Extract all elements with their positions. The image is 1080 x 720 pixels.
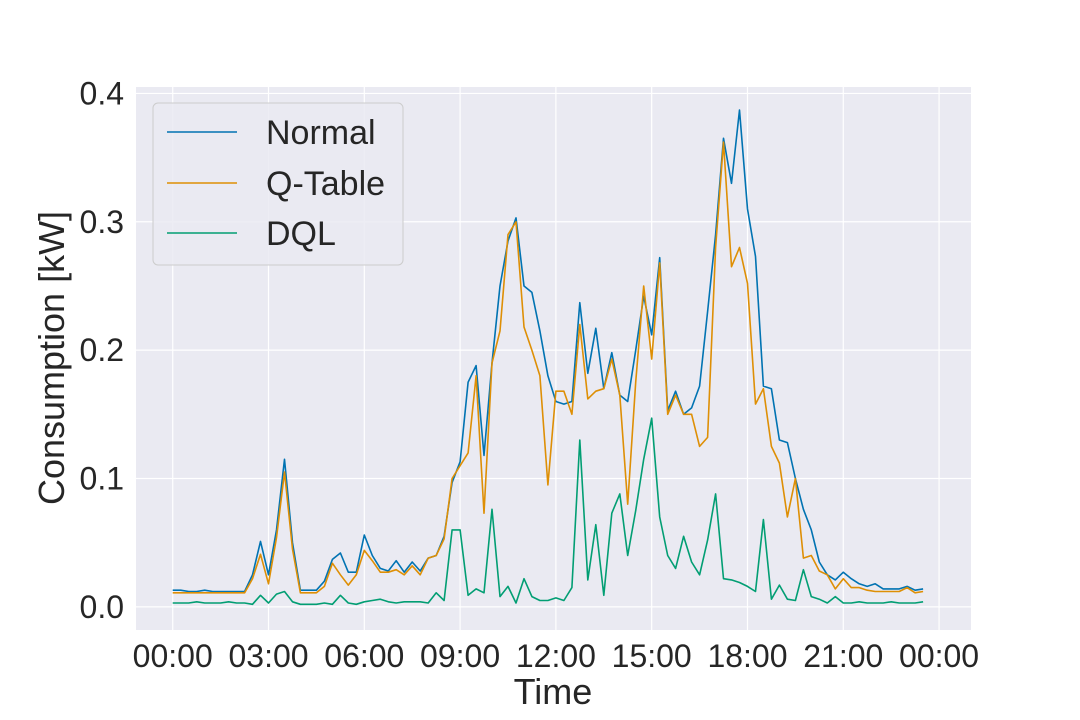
x-tick-label: 18:00 [707,638,787,674]
legend-box [152,102,404,266]
legend-label-dql: DQL [266,215,336,253]
x-axis-label: Time [514,671,593,712]
x-tick-label: 12:00 [516,638,596,674]
y-tick-label: 0.3 [80,204,124,240]
legend-label-normal: Normal [266,114,376,152]
x-tick-label: 03:00 [228,638,308,674]
x-tick-label: 06:00 [324,638,404,674]
y-tick-label: 0.1 [80,461,124,497]
x-tick-label: 21:00 [803,638,883,674]
x-axis-ticks: 00:00 03:00 06:00 09:00 12:00 15:00 18:00 21:00… [133,638,979,674]
y-axis-label: Consumption [kW] [31,211,72,505]
series-line-q-table [172,141,924,594]
series-lines [172,109,924,606]
y-tick-label: 0.2 [80,332,124,368]
y-tick-label: 0.4 [80,75,124,111]
x-tick-label: 15:00 [612,638,692,674]
x-tick-label: 00:00 [133,638,213,674]
series-line-dql [172,417,924,606]
legend: Normal Q-Table DQL [152,102,404,266]
x-tick-label: 00:00 [899,638,979,674]
legend-label-qtable: Q-Table [266,165,385,203]
x-tick-label: 09:00 [420,638,500,674]
y-axis-ticks: 0.0 0.1 0.2 0.3 0.4 [80,75,124,624]
y-tick-label: 0.0 [80,589,124,625]
